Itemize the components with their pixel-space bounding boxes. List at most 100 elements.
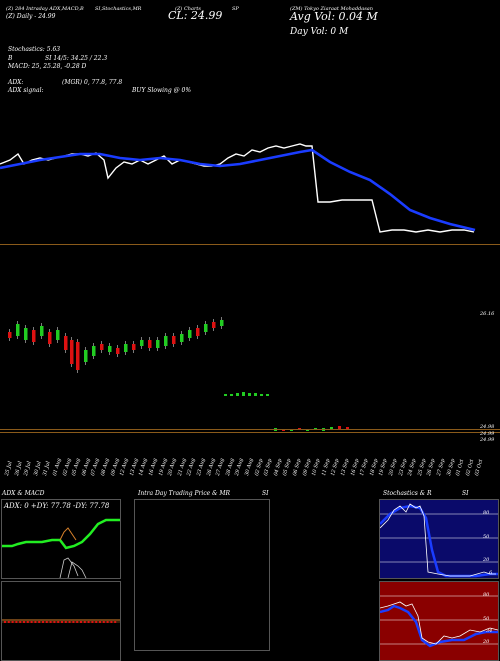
buy-slowing: BUY Slowing @ 0%	[132, 87, 192, 94]
date-tick-label: 26 Jul	[13, 460, 24, 477]
stochastics-readout: Stochastics: 5.63	[8, 46, 61, 53]
macd-hist-bar	[45, 621, 48, 623]
header-title-4: SP	[232, 6, 239, 12]
candle-body	[48, 332, 52, 344]
candle-body	[172, 336, 176, 344]
candle-body	[164, 336, 168, 346]
date-tick-label: 27 Aug	[215, 457, 226, 477]
candle-body	[76, 342, 80, 370]
macd-hist-bar	[80, 621, 82, 623]
date-tick-label: 20 Aug	[167, 457, 178, 477]
macd-hist-bar	[64, 621, 67, 623]
macd-hist-bar	[106, 621, 109, 623]
candle-body	[204, 324, 208, 332]
date-tick-label: 01 Oct	[455, 458, 466, 477]
date-tick-label: 27 Sep	[436, 458, 447, 477]
stoch-tick-50: 50	[483, 534, 490, 540]
date-tick-label: 31 Jul	[42, 460, 53, 477]
candle-body	[16, 324, 20, 336]
date-tick-label: 03 Oct	[474, 458, 485, 477]
candle-body	[84, 350, 88, 362]
close-price: CL: 24.99	[168, 9, 223, 22]
macd-hist-bar	[49, 621, 52, 623]
si-label: B	[8, 55, 13, 62]
macd-hist-bar	[19, 621, 22, 623]
macd-hist-bar	[15, 621, 18, 623]
adx-macd-title: ADX & MACD	[2, 490, 45, 497]
moving-average-line	[0, 148, 476, 232]
macd-hist-bar	[87, 621, 90, 623]
price-line	[0, 143, 475, 233]
macd-hist-bar	[57, 621, 60, 623]
header-title-2: SI,Stochastics,MR	[95, 6, 142, 12]
candle-body	[220, 320, 224, 326]
date-tick-label: 30 Aug	[244, 457, 255, 477]
header-title-1: (Z) 284 Intraday ADX,MACD,B	[6, 6, 84, 12]
date-tick-label: 06 Sep	[292, 458, 303, 477]
si-title-top: SI	[262, 490, 269, 497]
support-line-2	[0, 432, 500, 433]
candle-body	[180, 334, 184, 342]
si-title-right: SI	[462, 490, 469, 497]
candle-body	[196, 328, 200, 336]
header-title-3: (Z) Charts	[175, 6, 201, 12]
price-ma-chart	[0, 143, 476, 233]
macd-hist-bar	[34, 621, 37, 623]
si-readout: SI 14/5: 34.25 / 22.3	[45, 55, 108, 62]
macd-hist-bar	[7, 621, 10, 623]
price-tick-low-2: 24.99	[480, 431, 495, 437]
stochastics-panel: 80 50 20 6	[379, 499, 499, 579]
header-title-5: (ZM) Tokyo Ziaraat Mohaddasan	[290, 6, 373, 12]
macd-hist-bar	[4, 621, 6, 623]
candle-body	[212, 322, 216, 328]
si-tick-80: 80	[483, 592, 490, 598]
candle-body	[56, 330, 60, 340]
candle-body	[40, 326, 44, 336]
candle-body	[148, 340, 152, 348]
price-tick-low-1: 24.98	[480, 424, 495, 430]
adx-readout: ADX:	[8, 79, 24, 86]
macd-hist-bar	[30, 621, 33, 623]
header-subline: (Z) Daily - 24.99	[6, 13, 56, 20]
volume-bars	[224, 392, 269, 396]
candle-body	[100, 344, 104, 350]
candle-body	[116, 348, 120, 354]
date-tick-label: 17 Sep	[359, 458, 370, 477]
stochastics-title: Stochastics & R	[383, 490, 432, 497]
date-tick-label: 23 Aug	[196, 457, 207, 477]
candle-body	[92, 346, 96, 356]
intraday-panel	[134, 499, 270, 651]
date-tick-label: 20 Sep	[388, 458, 399, 477]
date-tick-label: 25 Jul	[4, 460, 14, 477]
macd-hist-bar	[61, 621, 63, 623]
date-axis: 25 Jul 26 Jul 29 Jul 30 Jul 31 Jul 01 Aug 02 A…	[0, 445, 500, 485]
macd-hist-bar	[114, 621, 117, 623]
candlestick-chart	[8, 317, 224, 373]
macd-hist-bar	[83, 621, 86, 623]
macd-hist-bar	[110, 621, 113, 623]
macd-hist-bar	[95, 621, 98, 623]
date-tick-label: 01 Aug	[52, 457, 63, 477]
price-divider	[0, 244, 500, 245]
macd-hist-bar	[68, 621, 71, 623]
adx-panel: ADX: 0 +DY: 77.78 -DY: 77.78	[1, 499, 121, 579]
date-tick-label: 10 Sep	[311, 458, 322, 477]
date-tick-label: 05 Aug	[71, 457, 82, 477]
si-last-value: 34	[486, 628, 493, 634]
macd-hist-bar	[38, 621, 41, 623]
candle-body	[32, 330, 36, 342]
day-volume: Day Vol: 0 M	[290, 27, 349, 37]
macd-hist-bar	[99, 621, 101, 623]
macd-hist-bar	[26, 621, 29, 623]
candle-body	[64, 336, 68, 350]
candle-body	[124, 344, 128, 352]
mgr-readout: (MGR) 0, 77.8, 77.8	[62, 79, 123, 86]
macd-hist-bar	[11, 621, 14, 623]
price-tick-low-3: 24.99	[480, 437, 495, 443]
date-tick-label: 13 Sep	[340, 458, 351, 477]
date-tick-label: 29 Jul	[23, 460, 33, 477]
adx-panel-readout: ADX: 0 +DY: 77.78 -DY: 77.78	[4, 502, 110, 510]
support-line-1	[0, 429, 500, 430]
date-tick-label: 16 Aug	[148, 457, 159, 477]
candle-body	[140, 340, 144, 346]
